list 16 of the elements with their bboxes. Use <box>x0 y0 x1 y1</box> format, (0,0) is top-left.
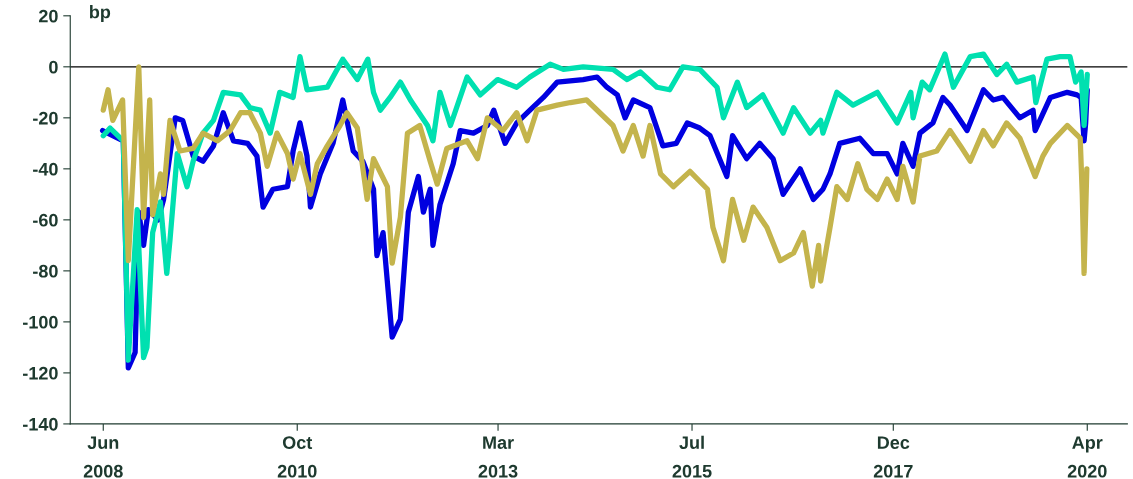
y-tick-label: 20 <box>38 9 58 23</box>
x-tick-label: Jul 2015 <box>672 435 712 478</box>
y-tick-label: -40 <box>33 162 58 176</box>
x-tick-label: Oct 2010 <box>277 436 317 478</box>
y-tick-label: -100 <box>23 315 58 329</box>
y-tick-label: -60 <box>33 213 58 227</box>
x-tick-label: Mar 2013 <box>478 436 518 478</box>
x-tick-label: Apr 2020 <box>1067 436 1107 478</box>
y-axis-title: bp <box>90 5 111 22</box>
x-tick-label: Dec 2017 <box>873 436 913 478</box>
y-tick-label: -140 <box>23 417 58 431</box>
x-tick-label: Jun 2008 <box>83 436 123 478</box>
y-tick-label: -80 <box>33 264 58 278</box>
y-tick-label: -20 <box>33 111 58 125</box>
y-tick-label: -120 <box>23 366 58 380</box>
y-tick-label: 0 <box>49 60 58 74</box>
